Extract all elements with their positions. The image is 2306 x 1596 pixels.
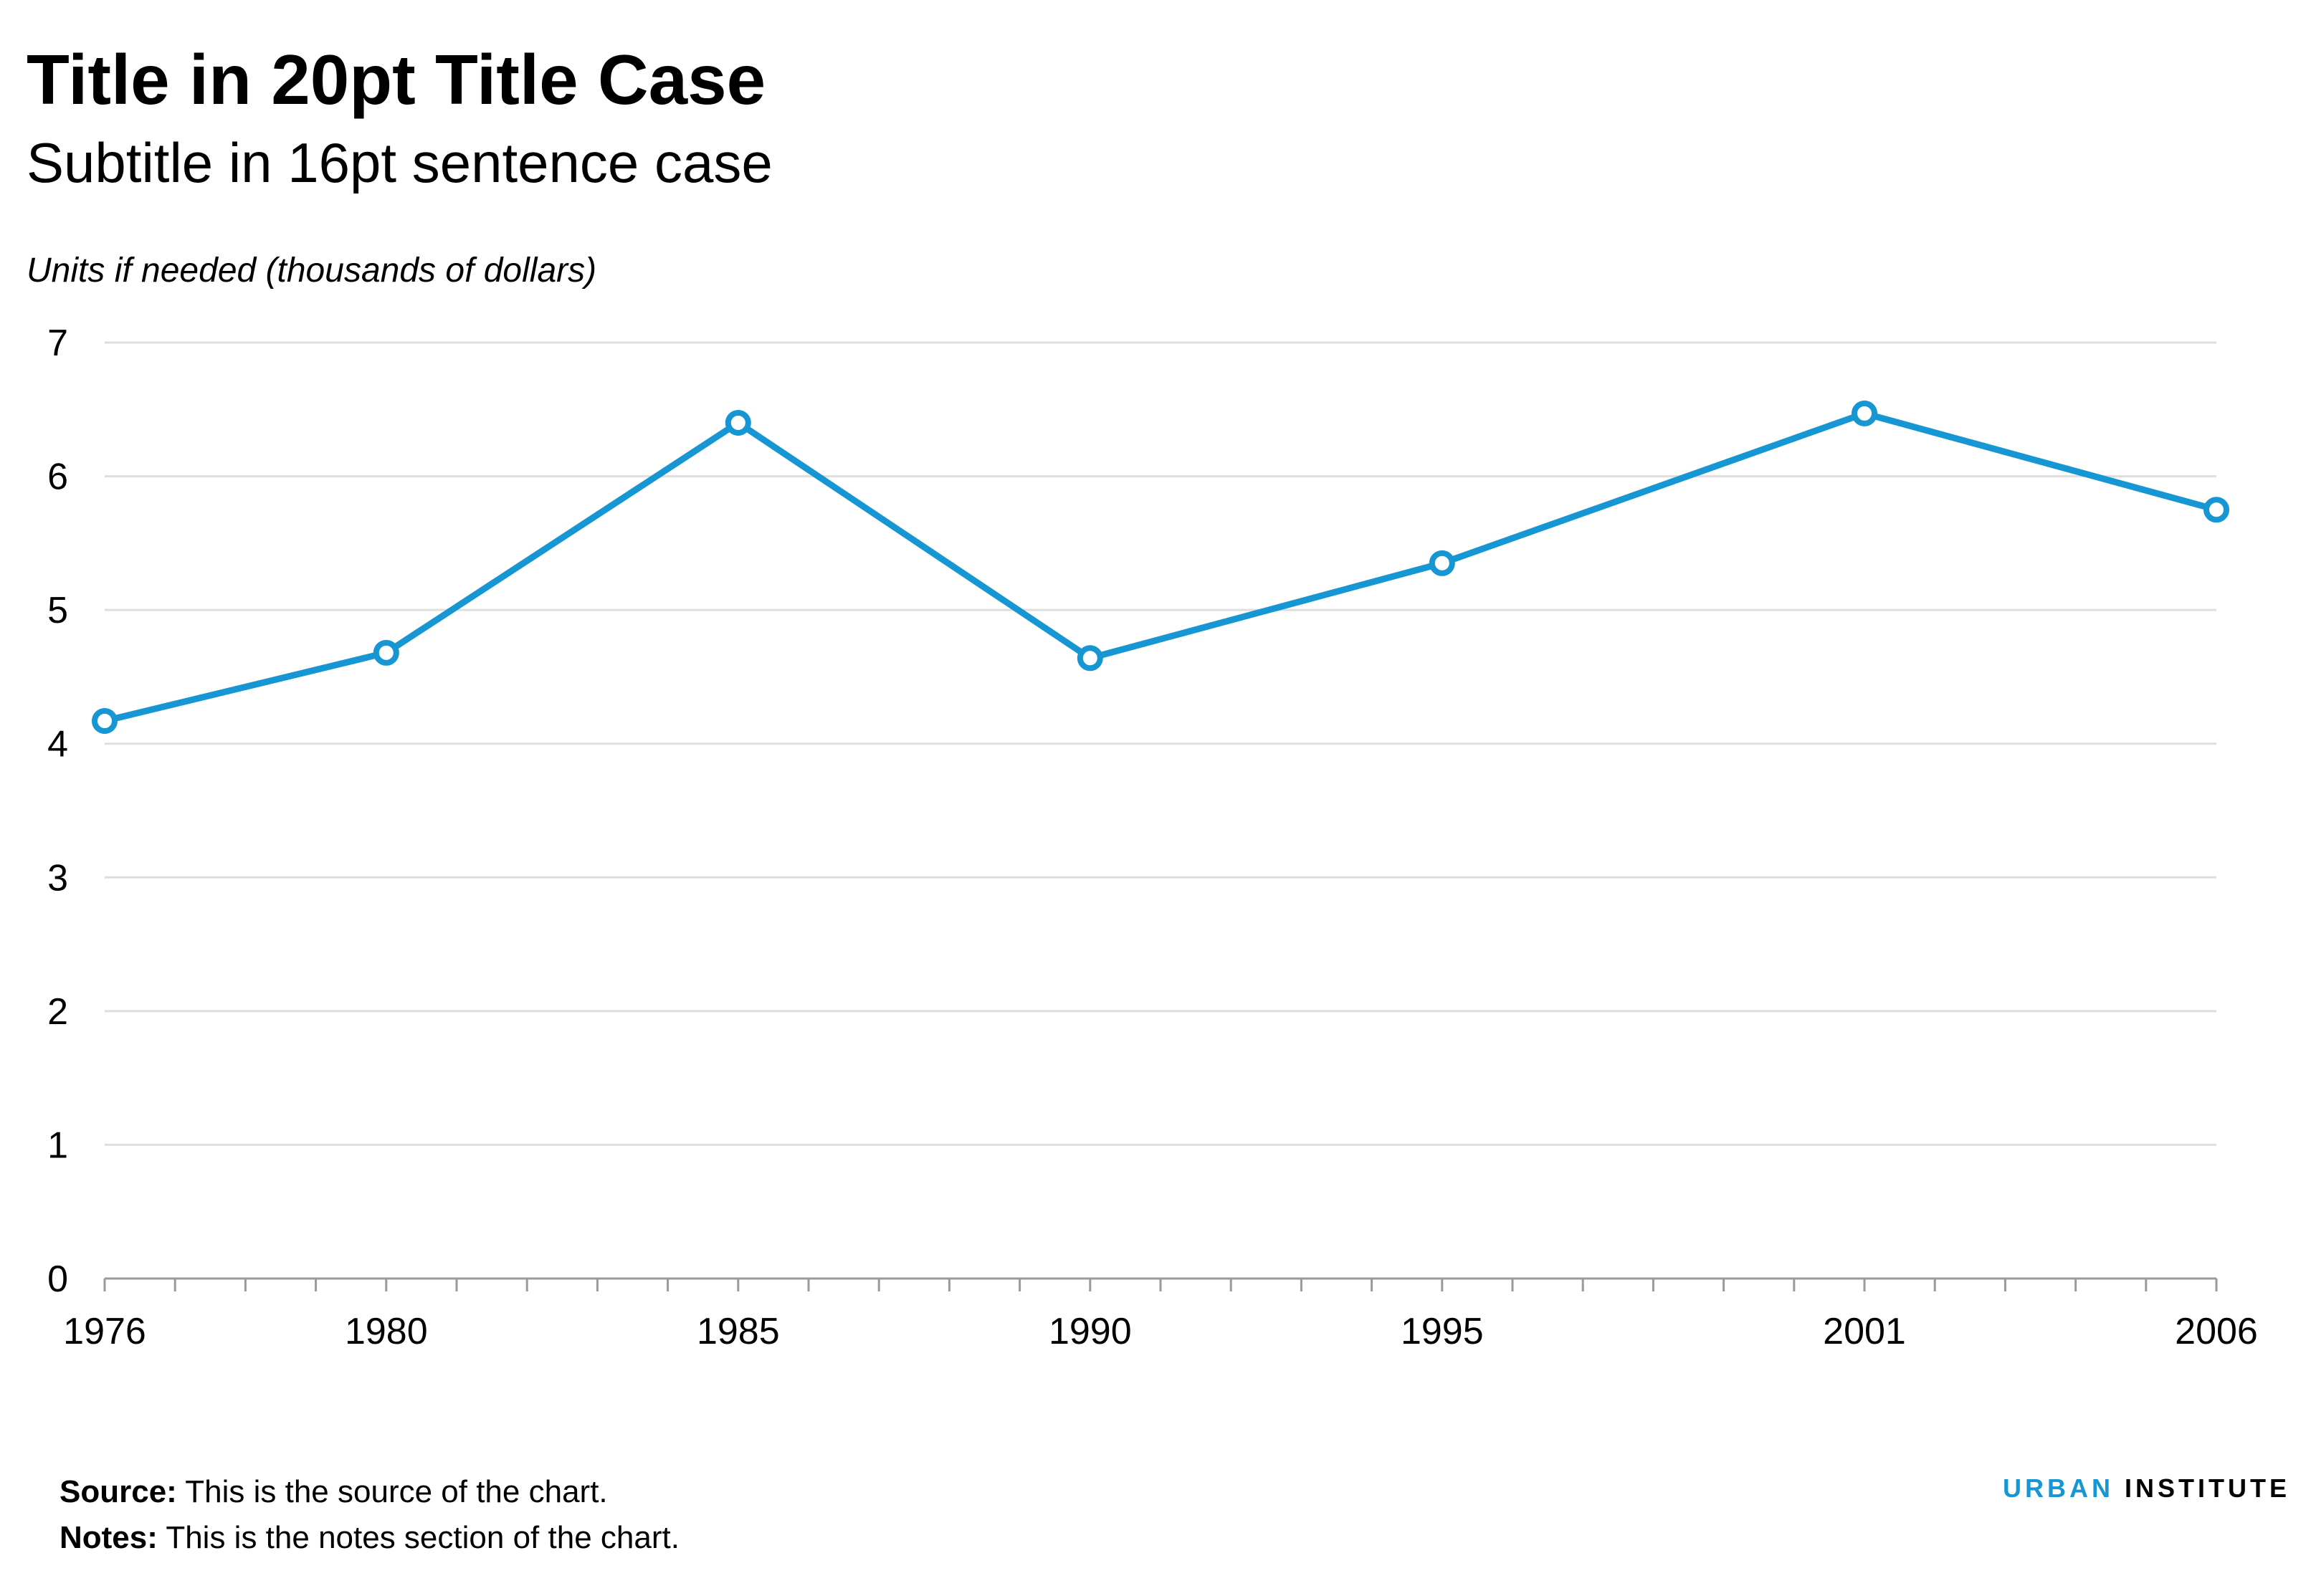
y-tick-label: 0 — [47, 1258, 68, 1300]
data-point — [725, 409, 751, 436]
gridlines — [105, 341, 2216, 1146]
chart-title: Title in 20pt Title Case — [27, 40, 766, 119]
logo-urban-text: URBAN — [2002, 1473, 2114, 1503]
data-point — [1429, 550, 1455, 576]
x-axis — [103, 1277, 2218, 1291]
source-label: Source: — [59, 1474, 177, 1509]
y-tick-label: 3 — [47, 857, 68, 899]
data-point — [373, 639, 399, 666]
notes-text: This is the notes section of the chart. — [157, 1520, 680, 1555]
data-point — [92, 707, 118, 734]
source-text: This is the source of the chart. — [176, 1474, 608, 1509]
y-tick-label: 4 — [47, 724, 68, 765]
y-axis-tick-labels: 0 1 2 3 4 5 6 7 — [47, 322, 68, 1300]
notes-note: Notes: This is the notes section of the … — [59, 1520, 680, 1555]
x-tick-label: 1985 — [697, 1311, 780, 1352]
x-axis-tick-labels: 1976 1980 1985 1990 1995 2001 2006 — [63, 1311, 2258, 1352]
y-axis-units-label: Units if needed (thousands of dollars) — [27, 252, 597, 290]
x-tick-label: 1980 — [345, 1311, 428, 1352]
series-layer — [92, 400, 2229, 734]
y-tick-label: 2 — [47, 991, 68, 1033]
logo-institute-text: INSTITUTE — [2125, 1473, 2290, 1503]
data-point — [1077, 645, 1103, 672]
y-tick-label: 7 — [47, 322, 68, 364]
x-tick-label: 1995 — [1401, 1311, 1484, 1352]
x-tick-label: 1976 — [63, 1311, 146, 1352]
source-note: Source: This is the source of the chart. — [59, 1474, 608, 1509]
data-point — [2203, 497, 2229, 523]
x-tick-label: 2006 — [2175, 1311, 2258, 1352]
x-tick-label: 1990 — [1049, 1311, 1132, 1352]
y-tick-label: 1 — [47, 1124, 68, 1166]
series-line — [101, 410, 2220, 725]
urban-institute-logo: URBAN INSTITUTE — [2003, 1473, 2290, 1504]
y-tick-label: 5 — [47, 590, 68, 631]
x-tick-label: 2001 — [1823, 1311, 1906, 1352]
data-point — [1852, 400, 1877, 426]
chart-subtitle: Subtitle in 16pt sentence case — [27, 131, 773, 194]
notes-label: Notes: — [59, 1520, 158, 1555]
y-tick-label: 6 — [47, 457, 68, 498]
